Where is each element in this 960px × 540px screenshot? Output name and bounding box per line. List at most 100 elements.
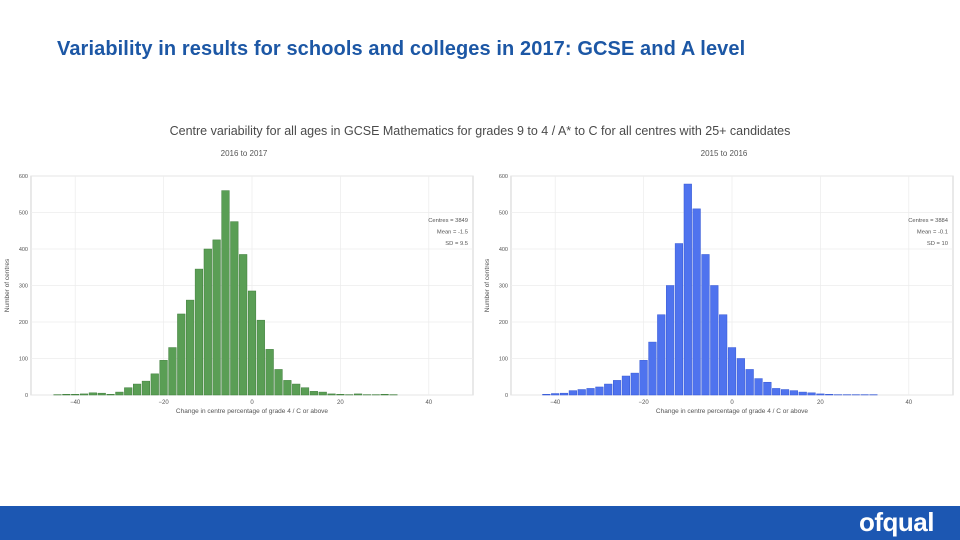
chart0-bar: [212, 239, 221, 396]
chart1-bar: [710, 285, 719, 396]
chart1-bar: [798, 391, 807, 396]
chart1-bar: [780, 389, 790, 396]
chart1-xtick-label: 20: [817, 400, 824, 406]
chart0-bar: [159, 360, 168, 396]
chart1-bar: [727, 347, 737, 396]
chart0-ytick-label: 300: [19, 284, 28, 290]
chart0-stat-label: Mean = -1.5: [437, 230, 468, 236]
chart0-bar: [292, 383, 301, 396]
chart0-bar: [203, 248, 212, 396]
chart1-ytick-label: 200: [499, 320, 508, 326]
chart0-ytick-label: 600: [19, 174, 28, 180]
chart0-ytick-label: 100: [19, 357, 28, 363]
chart1-ytick-label: 400: [499, 247, 508, 253]
chart0-bar: [336, 394, 345, 396]
figure-title: Centre variability for all ages in GCSE …: [169, 124, 791, 138]
chart1-stat-label: Mean = -0.1: [917, 230, 948, 236]
chart1-bar: [816, 393, 825, 396]
chart0-bar: [106, 394, 115, 396]
chart1-bar: [763, 381, 772, 396]
chart0-bar: [168, 347, 177, 396]
chart0-bar: [186, 299, 195, 396]
chart0-stat-label: Centres = 3849: [428, 218, 468, 224]
chart0-stat-label: SD = 9.5: [445, 241, 468, 247]
chart0-title: 2016 to 2017: [221, 149, 268, 158]
chart1-title: 2015 to 2016: [701, 149, 748, 158]
chart0-bar: [318, 391, 327, 396]
chart0-bar: [141, 380, 150, 396]
chart0-xtick-label: 0: [250, 400, 254, 406]
chart1-bar: [648, 341, 657, 396]
chart1-bar: [559, 392, 569, 396]
chart1-stat-label: SD = 10: [927, 241, 948, 247]
ofqual-logo: ofqual: [859, 507, 935, 537]
chart1-ytick-label: 300: [499, 284, 508, 290]
slide-title: Variability in results for schools and c…: [57, 38, 746, 60]
chart1-bar: [621, 375, 630, 396]
chart1-ytick-label: 100: [499, 357, 508, 363]
chart1-bar: [683, 183, 692, 396]
chart1-bar: [604, 383, 613, 396]
chart0-bar: [194, 268, 204, 396]
chart0-bar: [380, 394, 389, 396]
chart1-xtick-label: 40: [905, 400, 912, 406]
chart0-bar: [230, 221, 239, 396]
chart0-bar: [327, 393, 336, 396]
chart1-bar: [745, 369, 754, 396]
chart0-bar: [71, 394, 80, 396]
chart1-bar: [772, 388, 781, 396]
chart1-bar: [674, 243, 684, 396]
chart0-xtick-label: −40: [70, 400, 81, 406]
histogram-2016-2017: 2016 to 2017 0 100 200 300 400 500 600 −40 −20 0 20…: [4, 149, 474, 415]
chart0-bar: [283, 380, 292, 396]
chart1-ytick-label: 600: [499, 174, 508, 180]
footer-bar: ofqual: [0, 506, 960, 540]
chart0-xtick-label: 40: [425, 400, 432, 406]
chart0-bar: [62, 394, 71, 396]
chart0-bar: [274, 369, 283, 396]
chart0-bar: [309, 391, 318, 396]
chart1-xtick-label: −40: [550, 400, 561, 406]
chart1-bar: [736, 358, 745, 396]
chart1-bar: [789, 390, 798, 396]
chart0-bar: [177, 313, 186, 396]
chart1-bar: [657, 314, 666, 396]
chart0-bar: [239, 254, 248, 396]
chart1-bar: [825, 394, 834, 396]
chart0-bar: [265, 349, 274, 396]
chart1-xtick-label: 0: [730, 400, 734, 406]
chart0-xlabel: Change in centre percentage of grade 4 /…: [176, 408, 329, 415]
chart1-bar: [551, 393, 560, 396]
chart1-bar: [692, 208, 701, 396]
chart1-bar: [754, 378, 763, 396]
chart0-bar: [133, 383, 142, 396]
chart1-ytick-label: 500: [499, 211, 508, 217]
chart0-bar: [150, 373, 159, 396]
chart1-bar: [586, 388, 595, 396]
chart0-ytick-label: 0: [25, 393, 28, 399]
chart1-bar: [630, 372, 639, 396]
chart0-bar: [247, 290, 257, 396]
chart1-bar: [701, 254, 710, 396]
chart0-ytick-label: 500: [19, 211, 28, 217]
chart0-bar: [124, 387, 133, 396]
chart1-bar: [568, 390, 577, 396]
chart0-xtick-label: 20: [337, 400, 344, 406]
chart0-bar: [88, 392, 97, 396]
chart1-bar: [595, 386, 604, 396]
chart1-bar: [639, 360, 648, 396]
chart1-bar: [613, 380, 622, 396]
chart0-ytick-label: 400: [19, 247, 28, 253]
chart0-ylabel: Number of centres: [4, 258, 11, 312]
chart1-xlabel: Change in centre percentage of grade 4 /…: [656, 408, 809, 415]
chart1-bar: [666, 285, 675, 396]
chart0-bar: [256, 319, 265, 396]
chart1-xtick-label: −20: [639, 400, 650, 406]
chart1-bar: [719, 314, 728, 396]
chart0-xtick-label: −20: [159, 400, 170, 406]
chart0-bar: [115, 391, 124, 396]
chart0-ytick-label: 200: [19, 320, 28, 326]
chart0-bar: [221, 190, 230, 396]
chart1-bar: [542, 394, 551, 396]
chart0-bar: [354, 393, 363, 396]
